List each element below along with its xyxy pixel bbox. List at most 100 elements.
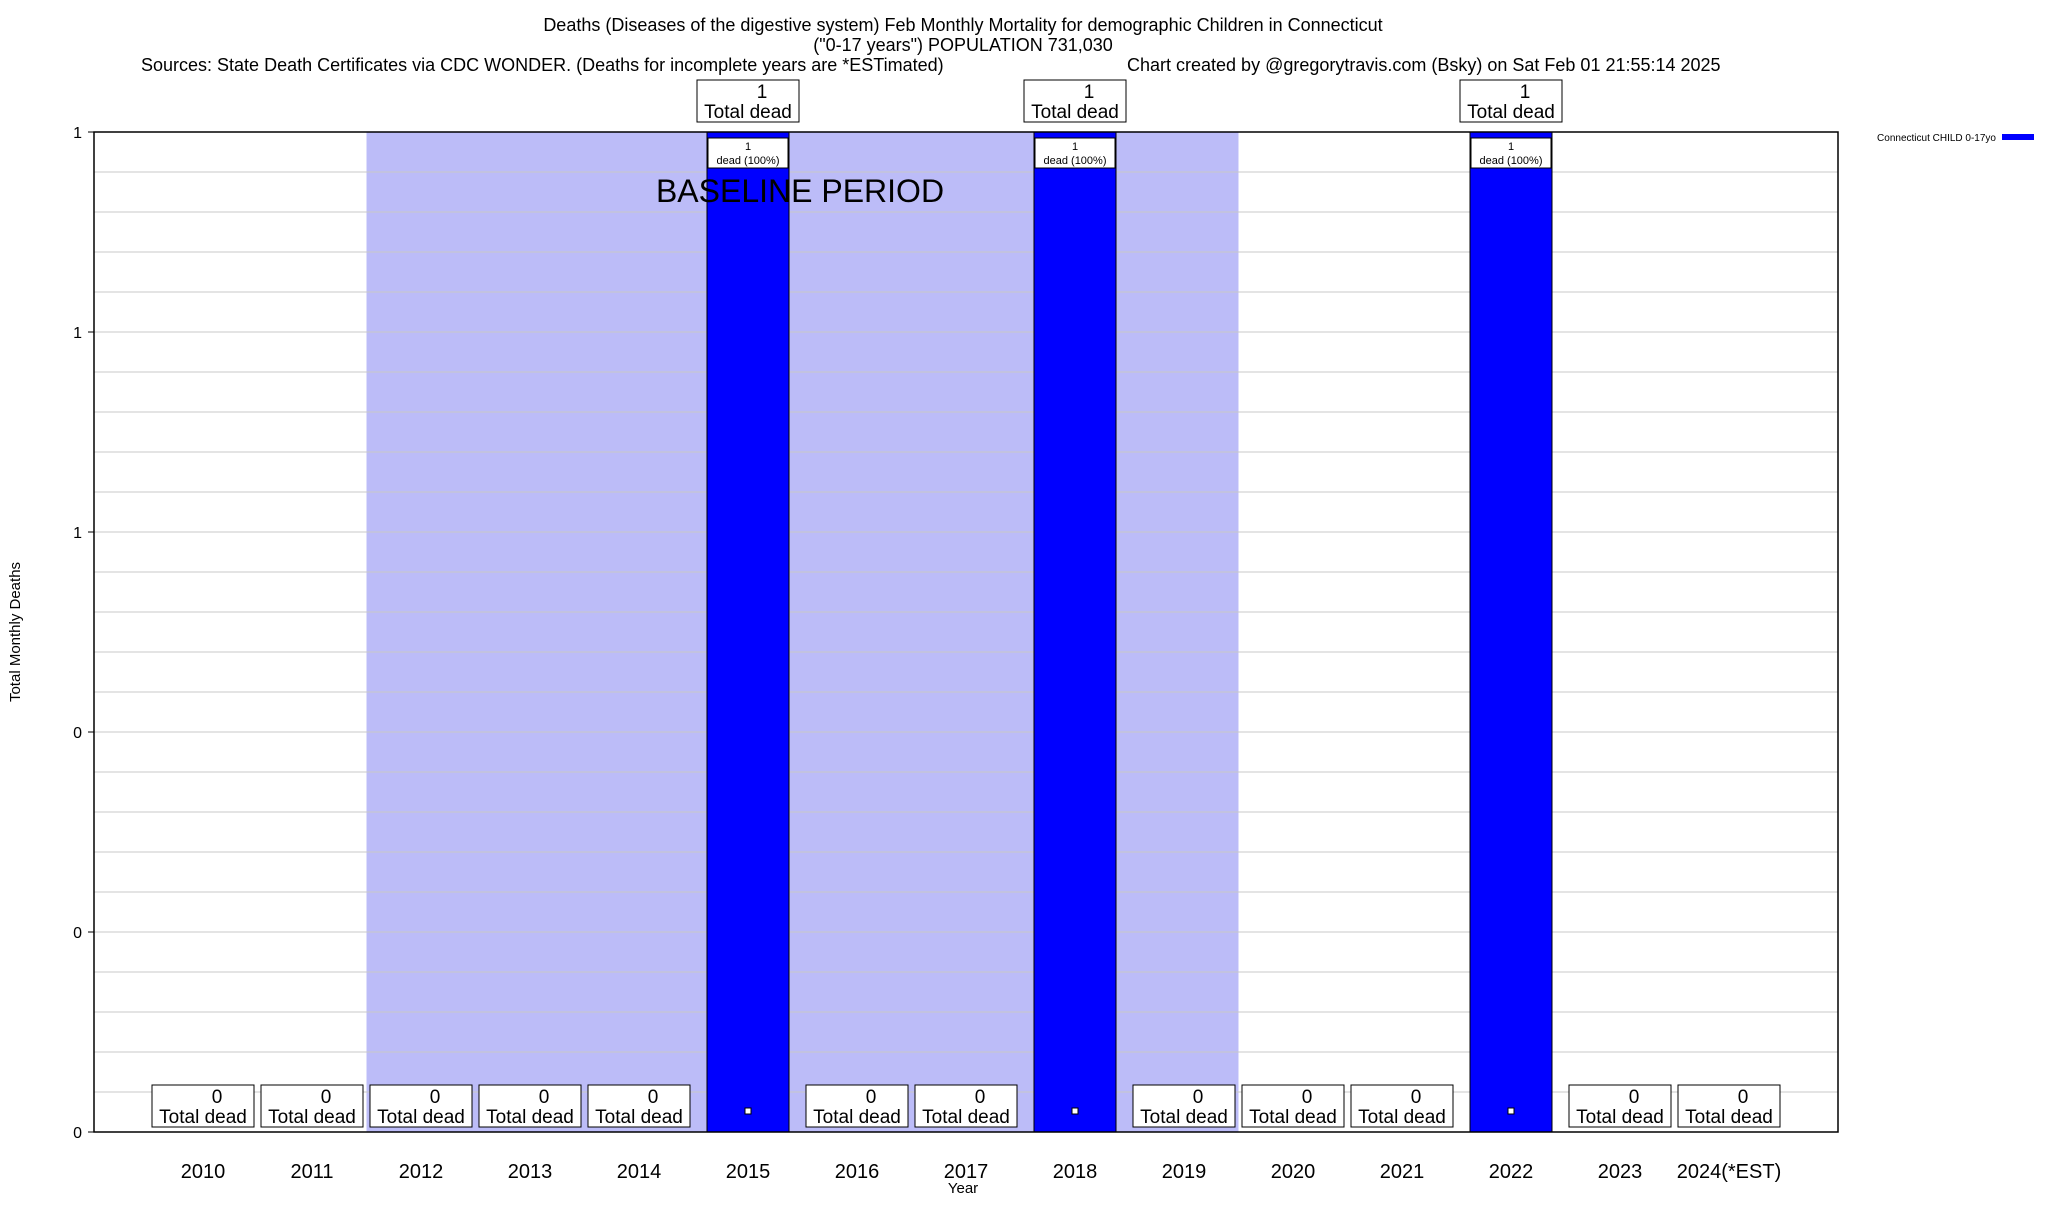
total-label-text: Total dead [1358, 1107, 1446, 1128]
total-label-text: Total dead [1685, 1107, 1773, 1128]
bar-inner-label: 1 dead (100%) [1034, 137, 1116, 169]
total-label-box [260, 1084, 364, 1128]
bar [1033, 131, 1117, 1133]
total-label-value: 0 [539, 1087, 550, 1108]
plot-frame [93, 131, 1839, 1133]
total-label-value: 0 [1302, 1087, 1313, 1108]
total-label-box [1677, 1084, 1781, 1128]
total-label-box [151, 1084, 255, 1128]
total-label-value: 0 [866, 1087, 877, 1108]
total-label-text: Total dead [159, 1107, 247, 1128]
bar-inner-label-value: 1 [1508, 141, 1514, 153]
chart-sources: Sources: State Death Certificates via CD… [141, 55, 944, 75]
x-tick-label: 2015 [726, 1161, 771, 1183]
bar-inner-label-text: dead (100%) [717, 155, 780, 167]
total-label-box [805, 1084, 909, 1128]
bar [1469, 131, 1553, 1133]
x-tick-label: 2012 [399, 1161, 444, 1183]
total-label-text: Total dead [486, 1107, 574, 1128]
total-label-text: Total dead [377, 1107, 465, 1128]
chart-credit: Chart created by @gregorytravis.com (Bsk… [1127, 55, 1721, 75]
y-tick-label: 1 [73, 525, 82, 542]
x-tick-label: 2022 [1489, 1161, 1534, 1183]
total-label-box [587, 1084, 691, 1128]
bar [706, 131, 790, 1133]
axes-layer: 0 0 0 1 1 1 2010 2011 2012 2013 2014 2015 2016 2017 20… [73, 125, 1781, 1183]
total-label-value: 1 [757, 82, 768, 103]
total-label-box [696, 79, 800, 123]
x-tick-label: 2013 [508, 1161, 553, 1183]
total-label-value: 0 [212, 1087, 223, 1108]
total-label-text: Total dead [1467, 102, 1555, 123]
total-label-text: Total dead [704, 102, 792, 123]
x-tick-marker [1507, 1107, 1515, 1115]
total-label-box [1350, 1084, 1454, 1128]
total-label-text: Total dead [1031, 102, 1119, 123]
bar-inner-label-text: dead (100%) [1044, 155, 1107, 167]
y-tick-label: 0 [73, 925, 82, 942]
bar-inner-label: 1 dead (100%) [707, 137, 789, 169]
x-tick-label: 2021 [1380, 1161, 1425, 1183]
x-tick-marker [1071, 1107, 1079, 1115]
bar-inner-label-box [707, 137, 789, 169]
x-tick-marker [744, 1107, 752, 1115]
total-label-value: 1 [1520, 82, 1531, 103]
chart-title: Deaths (Diseases of the digestive system… [543, 15, 1382, 35]
total-label-value: 0 [1411, 1087, 1422, 1108]
x-tick-label: 2014 [617, 1161, 662, 1183]
bars-layer [706, 131, 1553, 1133]
y-axis-label: Total Monthly Deaths [7, 562, 24, 702]
y-tick-label: 1 [73, 125, 82, 142]
bar-inner-label-value: 1 [1072, 141, 1078, 153]
total-label-box [914, 1084, 1018, 1128]
total-label-value: 0 [1193, 1087, 1204, 1108]
total-label-value: 0 [1629, 1087, 1640, 1108]
x-tick-label: 2020 [1271, 1161, 1316, 1183]
legend-label: Connecticut CHILD 0-17yo [1877, 133, 1996, 144]
bar-inner-label-text: dead (100%) [1480, 155, 1543, 167]
total-label-value: 0 [321, 1087, 332, 1108]
total-label-box [1023, 79, 1127, 123]
bar-inner-label: 1 dead (100%) [1470, 137, 1552, 169]
baseline-period-label: BASELINE PERIOD [656, 173, 944, 209]
legend-swatch [2002, 134, 2034, 140]
y-tick-label: 0 [73, 1125, 82, 1142]
chart-subtitle: ("0-17 years") POPULATION 731,030 [813, 35, 1113, 55]
total-label-value: 0 [1738, 1087, 1749, 1108]
total-label-text: Total dead [1576, 1107, 1664, 1128]
total-label-box [1132, 1084, 1236, 1128]
total-label-text: Total dead [922, 1107, 1010, 1128]
total-label-box [369, 1084, 473, 1128]
total-label-text: Total dead [268, 1107, 356, 1128]
bar-inner-label-box [1034, 137, 1116, 169]
total-label-value: 0 [648, 1087, 659, 1108]
x-axis-label: Year [948, 1180, 978, 1197]
total-label-text: Total dead [1140, 1107, 1228, 1128]
total-label-value: 0 [430, 1087, 441, 1108]
total-label-value: 0 [975, 1087, 986, 1108]
x-tick-label: 2024(*EST) [1677, 1161, 1782, 1183]
x-tick-label: 2023 [1598, 1161, 1643, 1183]
x-tick-label: 2019 [1162, 1161, 1207, 1183]
total-label-box [478, 1084, 582, 1128]
total-label-box [1568, 1084, 1672, 1128]
x-tick-label: 2011 [290, 1161, 333, 1183]
legend: Connecticut CHILD 0-17yo [1877, 133, 2034, 144]
x-tick-label: 2016 [835, 1161, 880, 1183]
bar-inner-label-box [1470, 137, 1552, 169]
total-label-text: Total dead [1249, 1107, 1337, 1128]
